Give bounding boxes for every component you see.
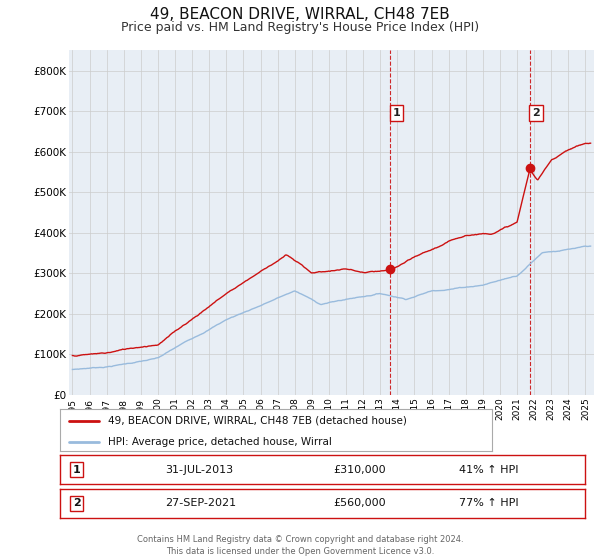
Text: £310,000: £310,000: [333, 465, 386, 475]
Text: 2: 2: [532, 108, 540, 118]
Text: 1: 1: [393, 108, 400, 118]
Text: 31-JUL-2013: 31-JUL-2013: [165, 465, 233, 475]
Text: 49, BEACON DRIVE, WIRRAL, CH48 7EB: 49, BEACON DRIVE, WIRRAL, CH48 7EB: [150, 7, 450, 22]
Text: Contains HM Land Registry data © Crown copyright and database right 2024.
This d: Contains HM Land Registry data © Crown c…: [137, 535, 463, 556]
Text: 41% ↑ HPI: 41% ↑ HPI: [459, 465, 518, 475]
Text: 1: 1: [73, 465, 80, 475]
Text: 49, BEACON DRIVE, WIRRAL, CH48 7EB (detached house): 49, BEACON DRIVE, WIRRAL, CH48 7EB (deta…: [107, 416, 406, 426]
Text: 2: 2: [73, 498, 80, 508]
Text: HPI: Average price, detached house, Wirral: HPI: Average price, detached house, Wirr…: [107, 437, 331, 446]
Text: £560,000: £560,000: [333, 498, 386, 508]
Text: 77% ↑ HPI: 77% ↑ HPI: [459, 498, 518, 508]
Text: Price paid vs. HM Land Registry's House Price Index (HPI): Price paid vs. HM Land Registry's House …: [121, 21, 479, 34]
Text: 27-SEP-2021: 27-SEP-2021: [165, 498, 236, 508]
